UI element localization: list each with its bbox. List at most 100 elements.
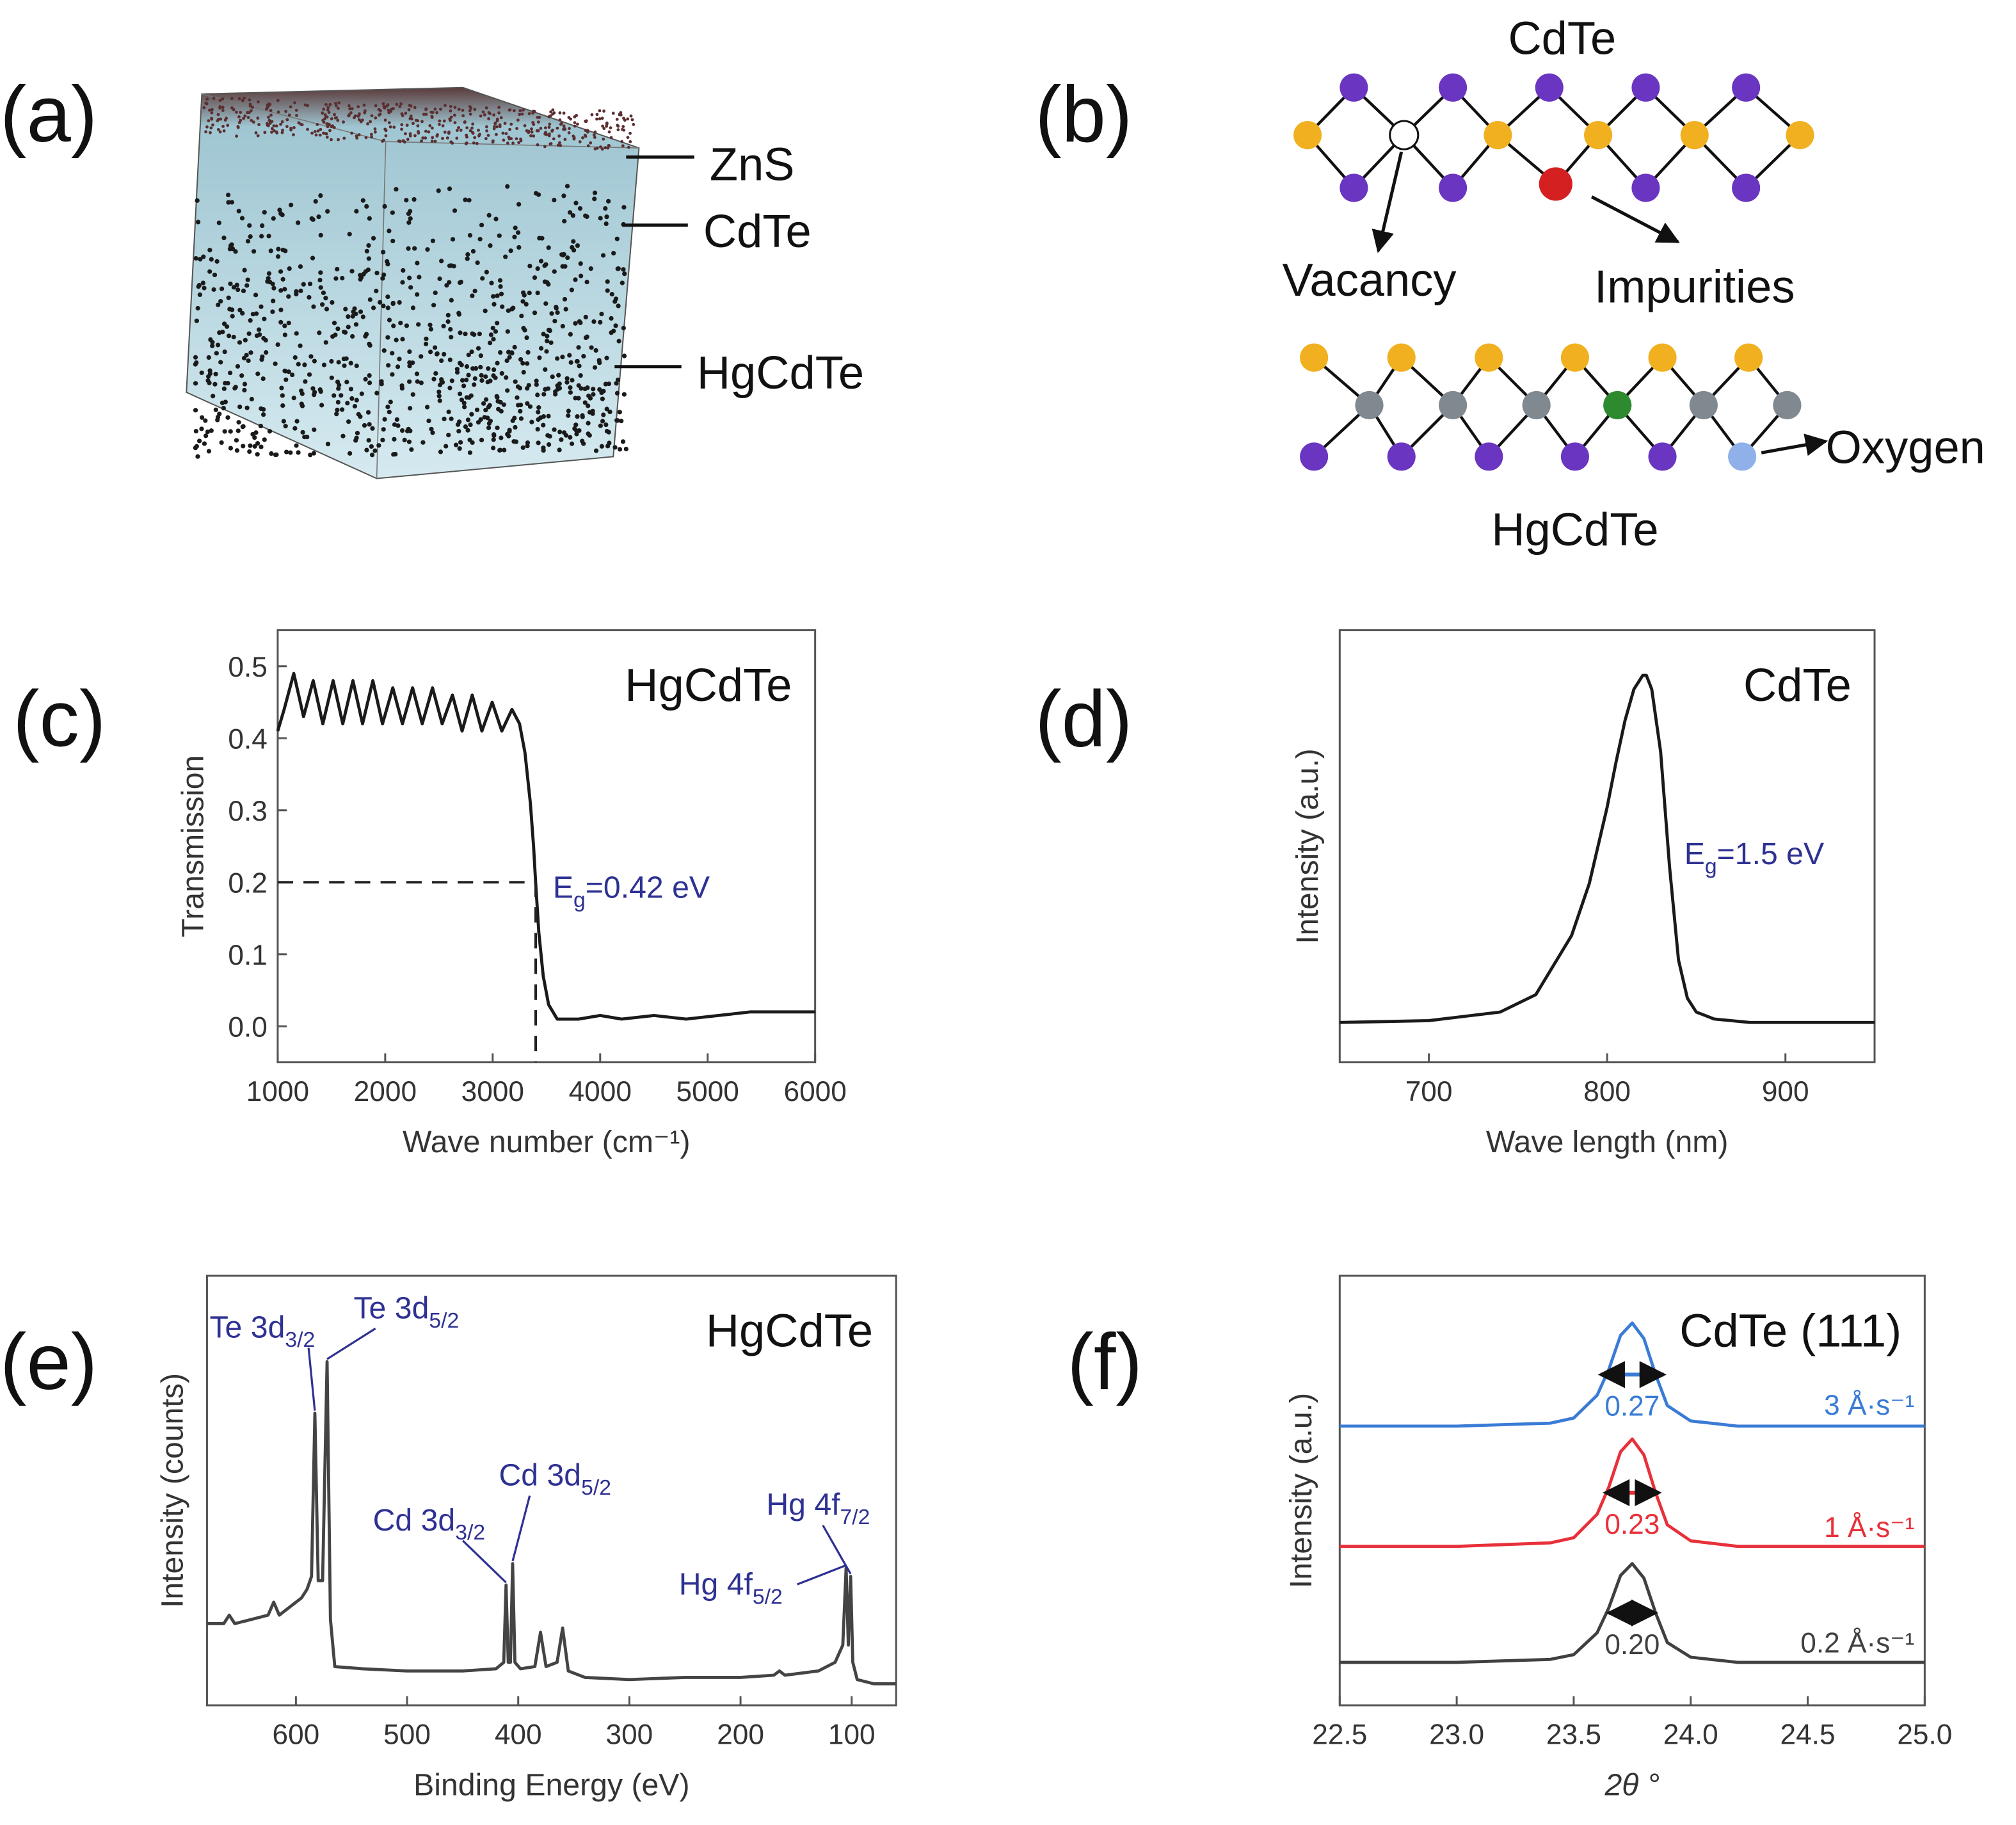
atom-dot <box>300 430 305 435</box>
atom-dot <box>378 300 383 305</box>
atom-dot <box>388 399 393 405</box>
atom-dot <box>383 118 387 122</box>
atom-dot <box>328 102 332 106</box>
atom-dot <box>576 345 581 350</box>
atom-dot <box>294 108 298 112</box>
atom-dot <box>436 389 442 394</box>
atom-dot <box>219 286 225 291</box>
atom-dot <box>483 407 488 413</box>
atom-dot <box>376 443 381 448</box>
atom-dot <box>622 271 627 277</box>
x-tick-label: 100 <box>828 1719 876 1750</box>
atom-dot <box>513 225 518 230</box>
atom-dot <box>445 312 451 318</box>
peak-label-part: Te 3d <box>209 1310 285 1344</box>
atom-dot <box>275 342 280 347</box>
atom-dot <box>602 137 605 141</box>
atom-dot <box>280 403 285 408</box>
atom-dot <box>395 102 399 106</box>
atom-dot <box>447 186 452 191</box>
atom-dot <box>485 380 490 385</box>
atom-dot <box>334 104 338 108</box>
atom <box>1584 121 1613 150</box>
atom-dot <box>366 438 371 443</box>
atom-dot <box>283 424 288 429</box>
atom-dot <box>617 447 623 452</box>
atom-dot <box>567 210 573 215</box>
atom-dot <box>324 132 328 136</box>
atom-dot <box>306 127 309 131</box>
atom-dot <box>463 332 468 337</box>
atom-dot <box>614 418 620 423</box>
atom-dot <box>630 118 634 122</box>
atom-dot <box>453 106 457 109</box>
atom <box>1560 343 1590 372</box>
atom-dot <box>455 136 459 140</box>
atom-dot <box>550 129 554 133</box>
atom-dot <box>302 362 307 367</box>
atom-dot <box>239 111 243 114</box>
data-line <box>1340 1437 1925 1548</box>
atom-dot <box>286 320 291 326</box>
atom-dot <box>577 205 583 211</box>
atom-dot <box>320 302 325 307</box>
atom-dot <box>552 318 557 324</box>
atom-dot <box>211 394 216 399</box>
data-line <box>276 671 815 1021</box>
atom-dot <box>275 254 281 259</box>
atom-dot <box>332 393 337 398</box>
atom-dot <box>457 108 461 111</box>
atom-dot <box>387 229 392 234</box>
atom-dot <box>548 114 552 118</box>
atom-dot <box>239 216 245 221</box>
atom-dot <box>350 314 355 319</box>
atom-dot <box>373 130 377 134</box>
atom-dot <box>358 309 364 314</box>
atom-dot <box>369 133 373 136</box>
atom-dot <box>387 121 391 125</box>
atom-dot <box>428 350 433 355</box>
atom-dot <box>472 288 477 294</box>
atom-dot <box>231 285 237 290</box>
atom-dot <box>226 200 231 205</box>
atom-dot <box>448 117 452 121</box>
atom-dot <box>292 133 295 136</box>
atom-dot <box>511 305 516 310</box>
atom-dot <box>621 144 625 148</box>
atom-dot <box>363 334 368 339</box>
atom-dot <box>547 125 551 129</box>
atom-dot <box>581 136 584 140</box>
atom-dot <box>219 440 224 446</box>
atom-dot <box>504 132 508 136</box>
atom-dot <box>357 118 361 122</box>
atom-dot <box>203 418 208 423</box>
atom-dot <box>536 410 541 415</box>
fwhm-label: 0.20 <box>1604 1629 1660 1660</box>
atom-dot <box>193 355 198 360</box>
atom-dot <box>382 417 387 422</box>
atom-dot <box>551 108 555 112</box>
atom-dot <box>446 432 451 438</box>
panel-label: (b) <box>1035 70 1132 159</box>
atom-dot <box>399 102 403 106</box>
atom-dot <box>607 144 611 147</box>
x-tick-label: 900 <box>1762 1076 1809 1107</box>
atom-dot <box>616 124 620 128</box>
atom-dot <box>565 255 570 261</box>
band-gap-label-part: g <box>1705 855 1717 879</box>
atom-dot <box>462 405 467 410</box>
atom-dot <box>387 410 392 415</box>
atom-dot <box>545 386 551 391</box>
atom-dot <box>552 269 557 274</box>
atom-dot <box>311 451 316 456</box>
lattice-title: CdTe <box>1508 13 1616 65</box>
atom-dot <box>339 407 345 412</box>
atom-dot <box>614 390 620 396</box>
atom-dot <box>483 309 488 314</box>
atom-dot <box>284 109 287 113</box>
atom-dot <box>227 307 232 312</box>
atom-dot <box>319 403 324 408</box>
atom-dot <box>236 209 241 214</box>
atom-dot <box>580 413 585 418</box>
atom-dot <box>448 326 453 332</box>
